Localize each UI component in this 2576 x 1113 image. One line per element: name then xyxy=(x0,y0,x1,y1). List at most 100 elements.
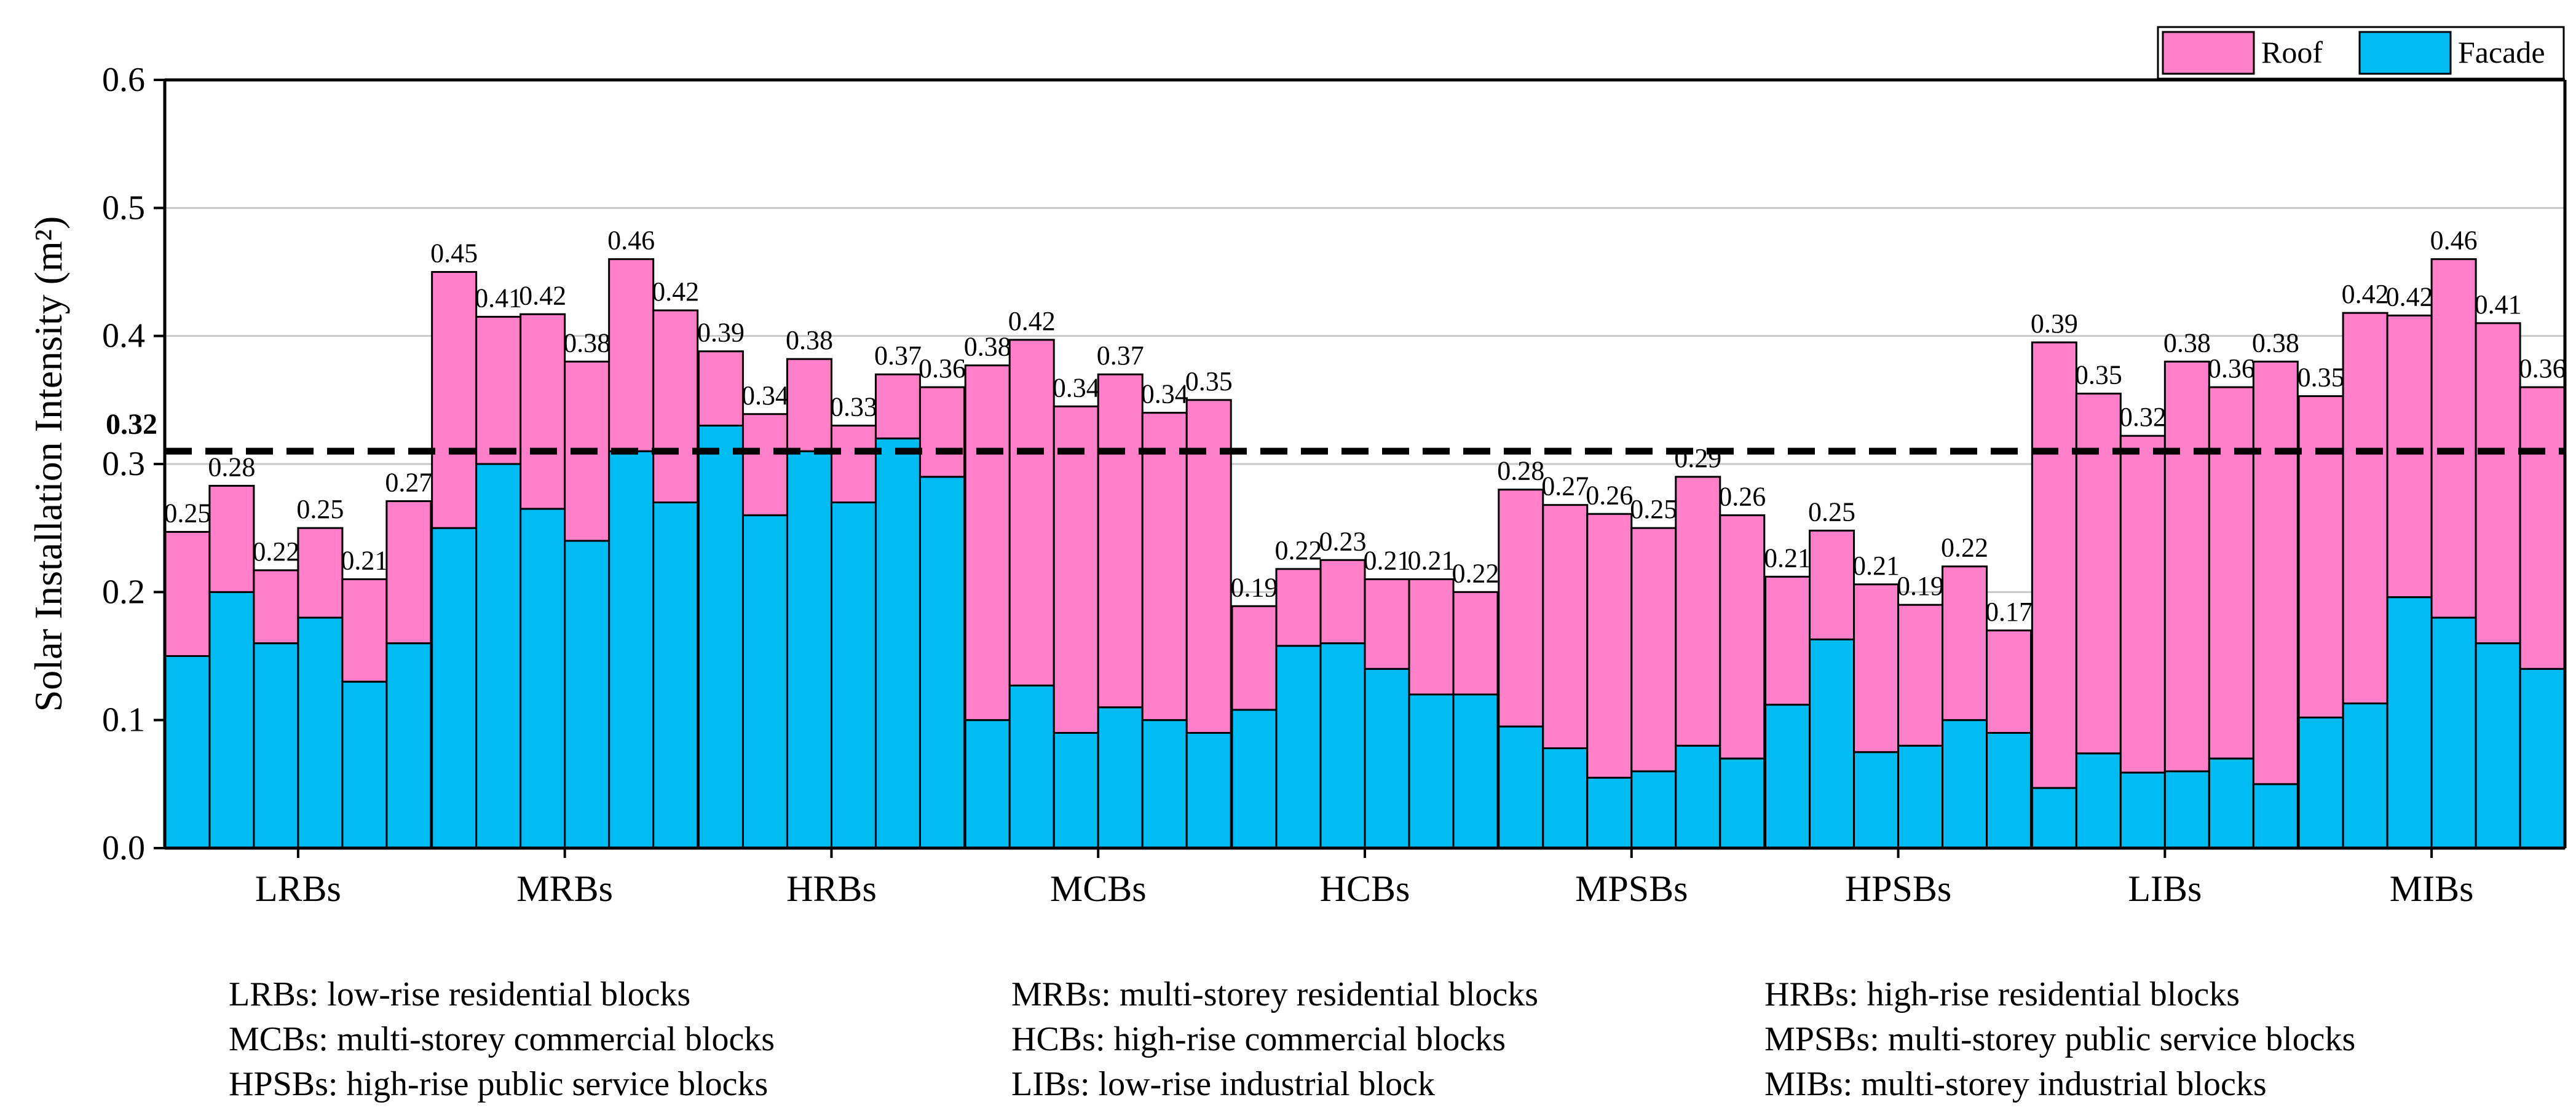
data-label: 0.25 xyxy=(164,498,211,528)
y-tick-label: 0.0 xyxy=(102,829,145,867)
y-tick-label: 0.4 xyxy=(102,317,145,355)
bar-roof xyxy=(2386,314,2433,599)
bar-facade xyxy=(964,719,1011,849)
bar-roof xyxy=(1008,339,1055,686)
data-label: 0.22 xyxy=(252,537,299,567)
bar-facade xyxy=(2075,752,2122,849)
data-label: 0.21 xyxy=(1764,543,1811,573)
data-label: 0.38 xyxy=(786,325,833,355)
bar-roof xyxy=(1141,412,1188,722)
bar-roof xyxy=(1719,514,1766,760)
data-label: 0.27 xyxy=(385,467,432,497)
data-label: 0.37 xyxy=(874,340,922,371)
reference-line-label: 0.32 xyxy=(106,408,157,441)
bar-roof xyxy=(1897,604,1944,747)
data-label: 0.34 xyxy=(1141,379,1188,409)
data-label: 0.22 xyxy=(1452,558,1499,588)
data-label: 0.42 xyxy=(519,280,566,310)
data-label: 0.22 xyxy=(1275,535,1322,565)
data-label: 0.38 xyxy=(2163,328,2211,358)
bar-roof xyxy=(1675,476,1721,747)
data-label: 0.35 xyxy=(2075,360,2122,390)
bar-facade xyxy=(2342,702,2388,849)
bar-facade xyxy=(1097,706,1144,849)
bar-facade xyxy=(475,463,522,849)
abbreviation-entry: HPSBs: high-rise public service blocks xyxy=(229,1065,768,1103)
bar-roof xyxy=(1319,559,1366,645)
bar-facade xyxy=(1586,776,1633,849)
bar-roof xyxy=(2519,386,2566,670)
bar-facade xyxy=(341,680,388,849)
bar-facade xyxy=(164,655,211,849)
bar-facade xyxy=(2430,616,2477,849)
abbreviation-entry: LRBs: low-rise residential blocks xyxy=(229,975,691,1013)
data-label: 0.25 xyxy=(1630,494,1677,524)
data-label: 0.25 xyxy=(1808,497,1855,527)
bar-facade xyxy=(1319,642,1366,849)
bar-roof xyxy=(385,500,432,645)
legend-swatch xyxy=(2162,31,2255,75)
bar-facade xyxy=(297,616,344,849)
bar-roof xyxy=(1364,578,1410,670)
bar-roof xyxy=(830,425,877,503)
data-label: 0.21 xyxy=(1852,551,1900,581)
bar-facade xyxy=(385,642,432,849)
data-label: 0.42 xyxy=(652,277,699,307)
abbreviation-entry: HRBs: high-rise residential blocks xyxy=(1764,975,2240,1013)
bar-facade xyxy=(1719,757,1766,849)
bar-roof xyxy=(431,271,478,529)
data-label: 0.33 xyxy=(830,392,877,422)
data-label: 0.38 xyxy=(563,328,610,358)
bar-facade xyxy=(697,425,744,849)
data-label: 0.38 xyxy=(964,332,1011,362)
bar-roof xyxy=(2252,360,2299,785)
bar-roof xyxy=(2119,435,2166,774)
data-label: 0.35 xyxy=(2297,363,2345,393)
data-label: 0.45 xyxy=(430,238,478,269)
y-axis-title: Solar Installation Intensity (m²) xyxy=(26,216,70,712)
bar-roof xyxy=(1630,527,1677,773)
x-tick-label: MCBs xyxy=(1050,868,1147,909)
abbreviation-entry: HCBs: high-rise commercial blocks xyxy=(1011,1020,1506,1058)
legend-label: Facade xyxy=(2458,35,2545,69)
bar-roof xyxy=(341,578,388,683)
bar-roof xyxy=(253,569,299,645)
y-tick-label: 0.6 xyxy=(102,61,145,99)
bar-facade xyxy=(1141,719,1188,849)
bar-roof xyxy=(1097,373,1144,709)
data-label: 0.23 xyxy=(1319,526,1367,556)
bar-roof xyxy=(786,358,832,452)
data-label: 0.21 xyxy=(341,546,388,576)
bar-roof xyxy=(208,484,255,593)
x-tick-label: HCBs xyxy=(1320,868,1410,909)
data-label: 0.17 xyxy=(1985,597,2033,627)
data-label: 0.42 xyxy=(2386,281,2433,312)
bar-roof xyxy=(1452,591,1499,696)
data-label: 0.36 xyxy=(2519,353,2566,383)
bar-roof xyxy=(520,313,566,510)
bar-roof xyxy=(1809,529,1855,640)
data-label: 0.29 xyxy=(1674,443,1721,473)
bar-roof xyxy=(1542,504,1589,750)
y-tick-label: 0.3 xyxy=(102,445,145,483)
bar-facade xyxy=(1408,693,1455,849)
bar-facade xyxy=(1809,638,1855,849)
x-tick-label: LIBs xyxy=(2128,868,2202,909)
bar-roof xyxy=(2475,322,2521,645)
bar-facade xyxy=(1275,645,1322,849)
bar-facade xyxy=(2297,717,2344,849)
data-label: 0.41 xyxy=(475,283,522,313)
bar-roof xyxy=(2075,392,2122,755)
bar-roof xyxy=(1498,489,1544,728)
bar-facade xyxy=(2163,770,2210,849)
bar-facade xyxy=(1364,667,1410,849)
bar-facade xyxy=(1542,747,1589,849)
bar-roof xyxy=(874,373,921,439)
bar-roof xyxy=(697,350,744,427)
bar-roof xyxy=(1231,605,1278,711)
bar-roof xyxy=(2297,395,2344,718)
bar-roof xyxy=(1586,513,1633,779)
data-label: 0.36 xyxy=(919,353,966,383)
bar-facade xyxy=(1498,725,1544,849)
